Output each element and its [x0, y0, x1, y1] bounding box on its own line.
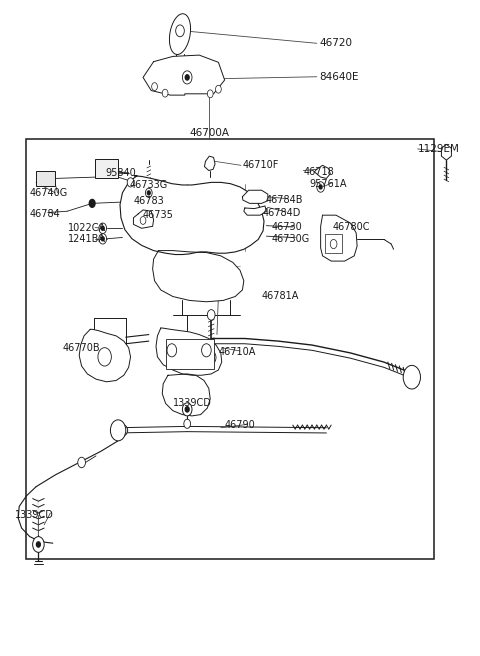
Polygon shape — [244, 206, 266, 215]
Circle shape — [403, 365, 420, 389]
Circle shape — [152, 83, 157, 91]
Circle shape — [185, 75, 189, 80]
Polygon shape — [204, 156, 215, 171]
Text: 46780C: 46780C — [333, 222, 370, 232]
Text: 46740G: 46740G — [30, 188, 68, 198]
Polygon shape — [120, 176, 264, 255]
Circle shape — [216, 85, 221, 93]
Text: 46790: 46790 — [225, 420, 255, 430]
Text: 46710F: 46710F — [242, 160, 279, 171]
Text: 46784D: 46784D — [263, 208, 301, 218]
Circle shape — [206, 351, 216, 364]
Ellipse shape — [112, 424, 128, 437]
Polygon shape — [153, 251, 244, 302]
Polygon shape — [442, 144, 451, 160]
Circle shape — [78, 457, 85, 468]
Circle shape — [99, 234, 107, 244]
Text: 46784B: 46784B — [265, 195, 303, 205]
Polygon shape — [169, 14, 191, 54]
Circle shape — [319, 185, 322, 189]
Circle shape — [145, 188, 152, 197]
Text: 46718: 46718 — [303, 167, 334, 177]
Circle shape — [330, 239, 337, 249]
Circle shape — [99, 223, 107, 234]
Polygon shape — [156, 328, 222, 375]
Text: 46730G: 46730G — [272, 234, 310, 244]
Text: 46700A: 46700A — [190, 127, 229, 138]
Circle shape — [98, 348, 111, 366]
Polygon shape — [133, 210, 154, 228]
Text: 46784: 46784 — [30, 209, 60, 219]
Text: 1339CD: 1339CD — [173, 398, 212, 409]
Circle shape — [176, 25, 184, 37]
Text: 46720: 46720 — [319, 38, 352, 49]
Circle shape — [89, 199, 95, 207]
Circle shape — [207, 310, 215, 320]
Polygon shape — [143, 55, 225, 95]
Bar — [166, 339, 214, 369]
Text: 95761A: 95761A — [310, 179, 347, 190]
Polygon shape — [314, 165, 330, 178]
Circle shape — [317, 182, 324, 192]
Circle shape — [33, 537, 44, 552]
Text: 95840: 95840 — [106, 167, 136, 178]
Text: 46733G: 46733G — [130, 180, 168, 190]
Circle shape — [207, 90, 213, 98]
Circle shape — [140, 216, 146, 224]
Text: 46783: 46783 — [133, 196, 164, 207]
Circle shape — [182, 403, 192, 416]
Polygon shape — [242, 190, 268, 203]
Circle shape — [147, 191, 150, 195]
Text: 46770B: 46770B — [62, 342, 100, 353]
Text: 1129EM: 1129EM — [418, 144, 459, 154]
Circle shape — [182, 71, 192, 84]
Circle shape — [167, 344, 177, 357]
Circle shape — [202, 344, 211, 357]
Text: 84640E: 84640E — [319, 72, 359, 82]
Text: 46735: 46735 — [143, 209, 174, 220]
Text: 46710A: 46710A — [218, 347, 256, 358]
Text: 1022CA: 1022CA — [68, 222, 106, 233]
Circle shape — [101, 237, 104, 241]
Bar — [26, 139, 434, 559]
Text: 46730: 46730 — [272, 222, 302, 232]
Bar — [36, 171, 55, 186]
Bar — [95, 159, 118, 178]
Circle shape — [110, 420, 126, 441]
Text: 46781A: 46781A — [262, 291, 299, 301]
Circle shape — [162, 89, 168, 97]
Circle shape — [185, 407, 189, 412]
Text: 1339CD: 1339CD — [15, 510, 54, 520]
Polygon shape — [321, 215, 357, 261]
Circle shape — [184, 419, 191, 428]
Bar — [325, 234, 342, 253]
Circle shape — [101, 226, 104, 230]
Circle shape — [127, 178, 134, 187]
Circle shape — [36, 542, 40, 547]
Polygon shape — [79, 329, 131, 382]
Text: 1241BA: 1241BA — [68, 234, 106, 244]
Polygon shape — [162, 374, 210, 416]
